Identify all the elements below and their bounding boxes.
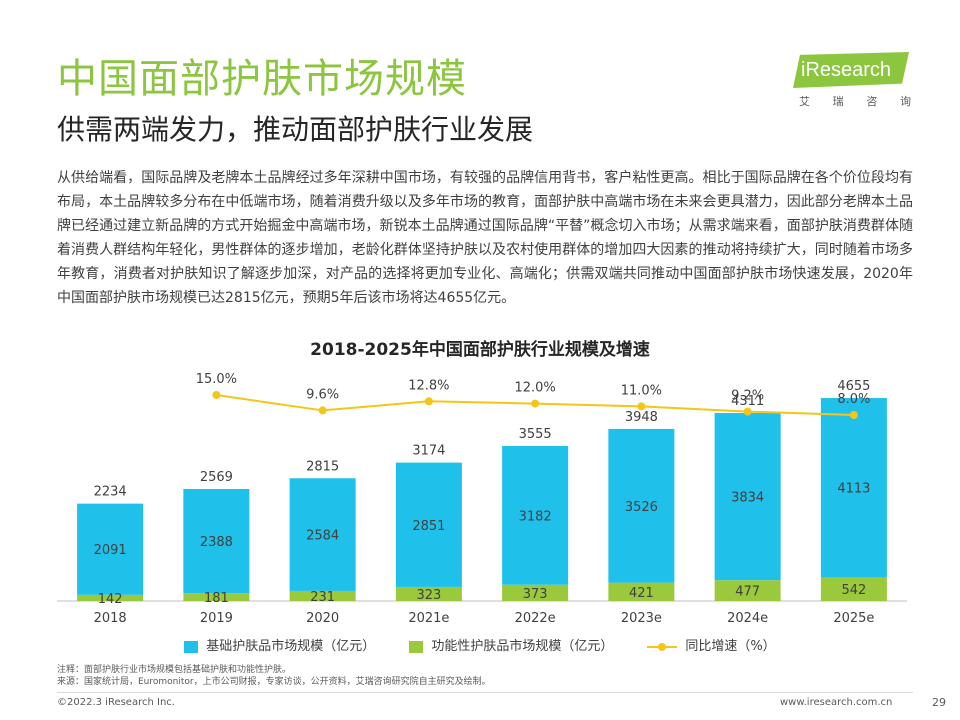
data-label-base: 3526 <box>625 500 658 515</box>
bar-base <box>820 398 887 578</box>
growth-point <box>212 391 221 399</box>
legend-item-growth: 同比增速（%） <box>647 638 776 656</box>
legend-swatch-func <box>409 641 424 653</box>
logo-char: 咨 <box>866 95 878 108</box>
bar-base <box>183 488 250 594</box>
data-label-total: 3948 <box>625 410 658 425</box>
data-label-total: 4655 <box>837 379 870 394</box>
logo-char: 瑞 <box>832 95 844 108</box>
growth-label: 12.8% <box>408 378 449 393</box>
growth-point <box>318 406 327 415</box>
growth-point <box>531 399 540 408</box>
iresearch-logo: iResearch 艾 瑞 咨 询 <box>793 52 913 112</box>
data-label-base: 2851 <box>412 519 445 534</box>
footer-copyright: ©2022.3 iResearch Inc. <box>57 697 175 708</box>
bar-func <box>289 590 356 601</box>
x-tick-label: 2018 <box>94 611 127 626</box>
body-paragraph: 从供给端看，国际品牌及老牌本土品牌经过多年深耕中国市场，有较强的品牌信用背书，客… <box>57 170 913 306</box>
x-tick-label: 2025e <box>833 611 874 626</box>
footer-url[interactable]: www.iresearch.com.cn <box>780 697 893 708</box>
legend-swatch-growth <box>647 641 678 653</box>
page-title: 中国面部护肤市场规模 <box>57 56 467 102</box>
bar-func <box>395 586 462 601</box>
bar-func <box>77 594 144 601</box>
x-tick-label: 2022e <box>515 611 556 626</box>
chart-notes: 注释：面部护肤行业市场规模包括基础护肤和功能性护肤。 来源：国家统计局，Euro… <box>57 664 491 688</box>
growth-label: 15.0% <box>196 372 237 387</box>
growth-point <box>637 402 646 411</box>
chart-title: 2018-2025年中国面部护肤行业规模及增速 <box>310 340 650 360</box>
data-label-func: 477 <box>735 585 760 600</box>
x-tick-label: 2024e <box>727 611 768 626</box>
data-label-total: 4311 <box>731 394 764 409</box>
data-label-total: 2569 <box>200 470 233 485</box>
growth-label: 11.0% <box>621 383 662 398</box>
note-text: 注释：面部护肤行业市场规模包括基础护肤和功能性护肤。 <box>57 665 292 675</box>
source-text: 来源：国家统计局，Euromonitor，上市公司财报，专家访谈，公开资料，艾瑞… <box>57 677 491 687</box>
data-label-base: 3834 <box>731 491 764 506</box>
growth-label: 8.0% <box>837 392 870 407</box>
growth-point <box>743 407 752 416</box>
legend-item-base: 基础护肤品市场规模（亿元） <box>184 638 375 656</box>
logo-text: iResearch <box>801 59 892 81</box>
x-tick-label: 2020 <box>306 611 339 626</box>
page-subtitle: 供需两端发力，推动面部护肤行业发展 <box>57 113 534 146</box>
growth-label: 9.2% <box>731 389 764 404</box>
data-label-func: 373 <box>523 587 548 602</box>
bar-base <box>714 413 781 581</box>
legend-label-base: 基础护肤品市场规模（亿元） <box>206 639 376 654</box>
data-label-total: 2234 <box>94 485 127 500</box>
data-label-base: 2091 <box>94 543 127 558</box>
logo-char: 艾 <box>799 95 810 108</box>
bar-func <box>183 593 250 601</box>
data-label-func: 421 <box>629 586 654 601</box>
data-label-func: 142 <box>98 592 123 607</box>
bar-func <box>820 577 887 601</box>
bar-func <box>714 580 781 601</box>
growth-point <box>849 411 858 419</box>
bar-func <box>608 582 675 601</box>
legend-label-func: 功能性护肤品市场规模（亿元） <box>431 639 614 654</box>
bar-base <box>608 428 675 583</box>
data-label-total: 2815 <box>306 459 339 474</box>
logo-char: 询 <box>899 95 911 108</box>
bar-base <box>77 503 144 595</box>
data-label-base: 2388 <box>200 535 233 550</box>
growth-point <box>424 397 433 406</box>
chart-legend: 基础护肤品市场规模（亿元） 功能性护肤品市场规模（亿元） 同比增速（%） <box>0 638 960 656</box>
market-size-chart: 142 2091 2234 2018 181 2388 2569 2019 231 2584 281… <box>57 372 907 626</box>
x-tick-label: 2023e <box>621 611 662 626</box>
data-label-func: 542 <box>841 583 866 598</box>
legend-label-growth: 同比增速（%） <box>685 639 776 654</box>
bar-func <box>502 584 569 601</box>
x-tick-label: 2021e <box>408 611 449 626</box>
data-label-base: 3182 <box>519 509 552 524</box>
bar-base <box>395 462 462 587</box>
data-label-func: 181 <box>204 591 229 606</box>
logo-mark <box>793 52 909 88</box>
data-label-base: 2584 <box>306 529 339 544</box>
legend-item-func: 功能性护肤品市场规模（亿元） <box>409 638 613 656</box>
x-tick-label: 2019 <box>200 611 233 626</box>
bar-base <box>502 446 569 585</box>
data-label-func: 231 <box>310 590 335 605</box>
data-label-func: 323 <box>416 588 441 603</box>
data-label-total: 3174 <box>412 444 445 459</box>
data-label-total: 3555 <box>519 427 552 442</box>
legend-swatch-base <box>184 641 199 653</box>
page-number: 29 <box>932 696 946 709</box>
growth-label: 9.6% <box>306 387 339 402</box>
logo-subtitle: 艾 瑞 咨 询 <box>799 93 911 109</box>
footer-divider <box>57 692 913 693</box>
growth-label: 12.0% <box>514 381 555 396</box>
data-label-base: 4113 <box>837 482 870 497</box>
bar-base <box>289 478 356 591</box>
